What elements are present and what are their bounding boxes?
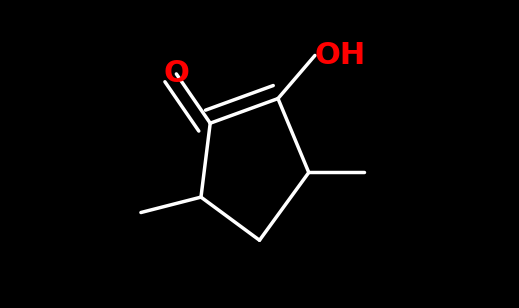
Text: O: O: [163, 59, 189, 88]
Text: OH: OH: [315, 41, 366, 70]
